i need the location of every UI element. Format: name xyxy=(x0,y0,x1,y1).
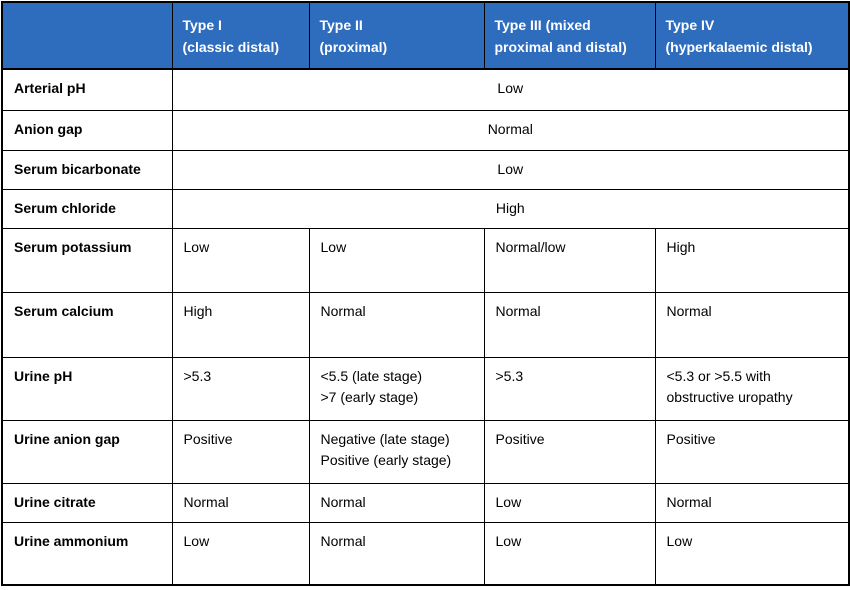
row-label-serum-chloride: Serum chloride xyxy=(1,188,173,229)
table-row-serum-calcium: Serum calcium High Normal Normal Normal xyxy=(1,291,850,358)
row-label-urine-ammonium: Urine ammonium xyxy=(1,521,173,586)
row-label-urine-anion-gap: Urine anion gap xyxy=(1,419,173,484)
cell-serum-calcium-type-2: Normal xyxy=(308,291,485,358)
cell-serum-calcium-type-4: Normal xyxy=(654,291,850,358)
header-row: Type I (classic distal) Type II (proxima… xyxy=(1,1,850,70)
cell-serum-potassium-type-4: High xyxy=(654,227,850,293)
table-row-serum-bicarbonate: Serum bicarbonate Low xyxy=(1,149,850,190)
cell-urine-ammonium-type-2: Normal xyxy=(308,521,485,586)
column-header-type-3: Type III (mixed proximal and distal) xyxy=(483,1,656,70)
cell-urine-anion-gap-type-2: Negative (late stage) Positive (early st… xyxy=(308,419,485,484)
row-label-anion-gap: Anion gap xyxy=(1,109,173,151)
row-label-serum-bicarbonate: Serum bicarbonate xyxy=(1,149,173,190)
row-label-arterial-ph: Arterial pH xyxy=(1,68,173,111)
row-label-urine-citrate: Urine citrate xyxy=(1,482,173,523)
cell-serum-calcium-type-1: High xyxy=(171,291,310,358)
cell-urine-ph-type-1: >5.3 xyxy=(171,356,310,421)
cell-urine-ph-type-3: >5.3 xyxy=(483,356,656,421)
table-row-urine-anion-gap: Urine anion gap Positive Negative (late … xyxy=(1,419,850,484)
column-header-type-4: Type IV (hyperkalaemic distal) xyxy=(654,1,850,70)
table-row-anion-gap: Anion gap Normal xyxy=(1,109,850,151)
corner-header-cell xyxy=(1,1,173,70)
cell-serum-bicarbonate-all-types: Low xyxy=(171,149,850,190)
cell-urine-citrate-type-1: Normal xyxy=(171,482,310,523)
cell-serum-potassium-type-3: Normal/low xyxy=(483,227,656,293)
cell-urine-citrate-type-3: Low xyxy=(483,482,656,523)
table-row-arterial-ph: Arterial pH Low xyxy=(1,68,850,111)
cell-arterial-ph-all-types: Low xyxy=(171,68,850,111)
table-row-serum-chloride: Serum chloride High xyxy=(1,188,850,229)
cell-serum-potassium-type-2: Low xyxy=(308,227,485,293)
cell-anion-gap-all-types: Normal xyxy=(171,109,850,151)
cell-serum-calcium-type-3: Normal xyxy=(483,291,656,358)
cell-urine-ammonium-type-3: Low xyxy=(483,521,656,586)
cell-urine-ph-type-2: <5.5 (late stage) >7 (early stage) xyxy=(308,356,485,421)
cell-urine-citrate-type-4: Normal xyxy=(654,482,850,523)
cell-urine-anion-gap-type-1: Positive xyxy=(171,419,310,484)
row-label-serum-calcium: Serum calcium xyxy=(1,291,173,358)
table-row-urine-ph: Urine pH >5.3 <5.5 (late stage) >7 (earl… xyxy=(1,356,850,421)
row-label-urine-ph: Urine pH xyxy=(1,356,173,421)
cell-serum-potassium-type-1: Low xyxy=(171,227,310,293)
column-header-type-1: Type I (classic distal) xyxy=(171,1,310,70)
table-row-urine-ammonium: Urine ammonium Low Normal Low Low xyxy=(1,521,850,586)
cell-urine-ph-type-4: <5.3 or >5.5 with obstructive uropathy xyxy=(654,356,850,421)
cell-urine-anion-gap-type-4: Positive xyxy=(654,419,850,484)
cell-urine-anion-gap-type-3: Positive xyxy=(483,419,656,484)
cell-urine-ammonium-type-1: Low xyxy=(171,521,310,586)
row-label-serum-potassium: Serum potassium xyxy=(1,227,173,293)
table-row-urine-citrate: Urine citrate Normal Normal Low Normal xyxy=(1,482,850,523)
table-row-serum-potassium: Serum potassium Low Low Normal/low High xyxy=(1,227,850,293)
column-header-type-2: Type II (proximal) xyxy=(308,1,485,70)
cell-serum-chloride-all-types: High xyxy=(171,188,850,229)
cell-urine-ammonium-type-4: Low xyxy=(654,521,850,586)
cell-urine-citrate-type-2: Normal xyxy=(308,482,485,523)
